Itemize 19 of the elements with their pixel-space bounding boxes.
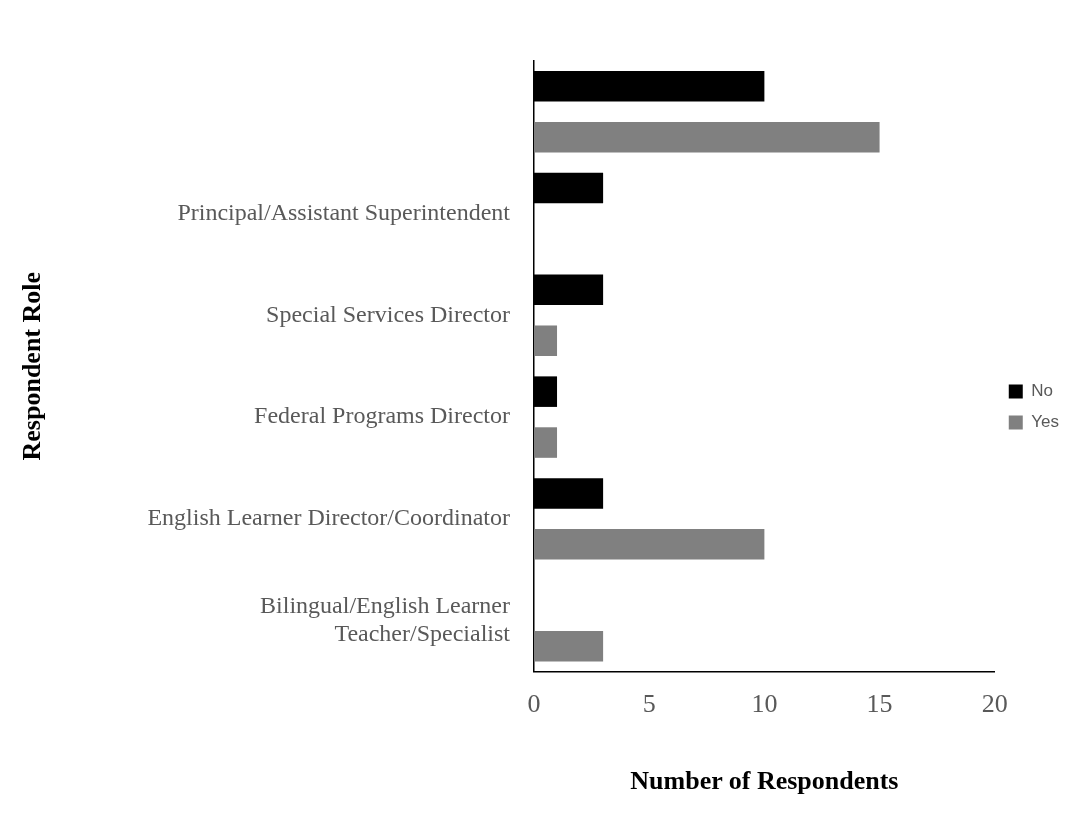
bar	[534, 630, 604, 662]
y-tick-label: Special Services Director	[266, 300, 510, 327]
x-tick-label: 0	[527, 689, 541, 719]
y-tick-label: Principal/Assistant Superintendent	[177, 198, 511, 225]
bar	[534, 325, 558, 357]
y-tick-label: Bilingual/English Learner Teacher/Specialist	[260, 591, 511, 647]
x-tick-label: 10	[751, 689, 778, 719]
bar	[534, 121, 880, 153]
y-tick-label: English Learner Director/Coordinator	[147, 504, 510, 531]
x-tick-label: 20	[981, 689, 1008, 719]
x-tick-label: 15	[866, 689, 893, 719]
y-tick-label: Federal Programs Director	[254, 402, 510, 429]
x-tick-label: 5	[642, 689, 656, 719]
legend-label: Yes	[1031, 412, 1059, 432]
bar	[534, 529, 765, 560]
legend-label: No	[1031, 381, 1053, 401]
y-axis-title: Respondent Role	[17, 271, 47, 461]
bar	[534, 427, 558, 458]
x-axis-title: Number of Respondents	[630, 766, 899, 796]
